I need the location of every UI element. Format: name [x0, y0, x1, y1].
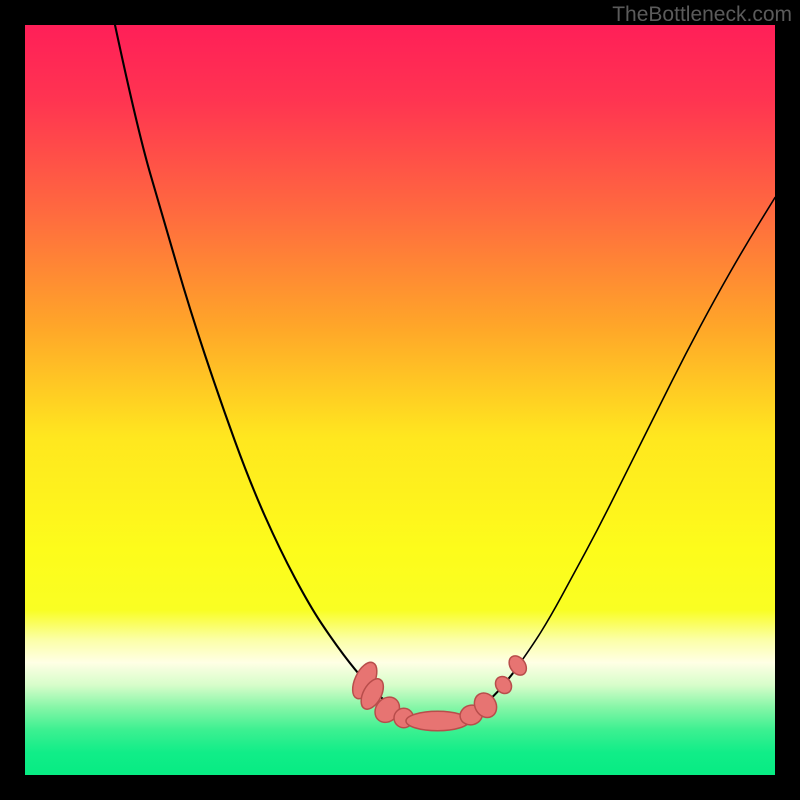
bottleneck-curve-chart [25, 25, 775, 775]
plot-area [25, 25, 775, 775]
chart-frame: TheBottleneck.com [0, 0, 800, 800]
watermark-text: TheBottleneck.com [612, 3, 792, 27]
